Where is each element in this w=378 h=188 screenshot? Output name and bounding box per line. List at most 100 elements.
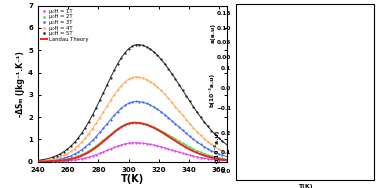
μ₀H = 2T xyxy=(216,157,221,159)
μ₀H = 1T xyxy=(180,152,185,154)
μ₀H = 1T xyxy=(155,145,160,147)
μ₀H = 5T xyxy=(202,121,206,123)
μ₀H = 4T xyxy=(116,89,120,91)
μ₀H = 3T xyxy=(90,139,95,141)
μ₀H = 5T xyxy=(116,63,120,65)
μ₀H = 3T xyxy=(148,104,152,106)
μ₀H = 2T xyxy=(69,157,73,159)
μ₀H = 1T xyxy=(101,151,105,153)
μ₀H = 1T xyxy=(202,157,206,159)
μ₀H = 5T xyxy=(180,89,185,91)
μ₀H = 4T xyxy=(87,132,91,135)
μ₀H = 5T xyxy=(198,116,203,118)
μ₀H = 3T xyxy=(105,123,109,125)
Landau Theory xyxy=(178,143,183,145)
μ₀H = 2T xyxy=(220,157,225,160)
μ₀H = 3T xyxy=(98,131,102,133)
μ₀H = 2T xyxy=(79,153,84,156)
μ₀H = 5T xyxy=(87,120,91,123)
μ₀H = 1T xyxy=(112,146,116,149)
μ₀H = 5T xyxy=(105,84,109,86)
μ₀H = 1T xyxy=(87,156,91,158)
μ₀H = 4T xyxy=(130,77,135,79)
μ₀H = 3T xyxy=(152,106,156,108)
μ₀H = 4T xyxy=(162,93,167,95)
μ₀H = 2T xyxy=(119,125,124,128)
μ₀H = 3T xyxy=(177,126,181,128)
μ₀H = 5T xyxy=(112,69,116,71)
μ₀H = 2T xyxy=(162,131,167,134)
Landau Theory xyxy=(121,125,125,127)
μ₀H = 3T xyxy=(116,110,120,113)
μ₀H = 4T xyxy=(177,110,181,112)
μ₀H = 5T xyxy=(133,44,138,46)
μ₀H = 1T xyxy=(187,154,192,156)
μ₀H = 5T xyxy=(123,52,127,54)
μ₀H = 4T xyxy=(220,150,225,152)
μ₀H = 2T xyxy=(72,156,77,158)
μ₀H = 2T xyxy=(152,126,156,128)
μ₀H = 1T xyxy=(76,158,81,161)
μ₀H = 5T xyxy=(69,145,73,147)
μ₀H = 5T xyxy=(72,141,77,143)
μ₀H = 1T xyxy=(58,160,62,162)
μ₀H = 1T xyxy=(108,148,113,150)
μ₀H = 5T xyxy=(191,106,196,108)
μ₀H = 4T xyxy=(90,127,95,130)
μ₀H = 4T xyxy=(180,114,185,117)
Y-axis label: -ΔSₘ (Jkg⁻¹.K⁻¹): -ΔSₘ (Jkg⁻¹.K⁻¹) xyxy=(16,51,25,117)
μ₀H = 2T xyxy=(198,151,203,153)
μ₀H = 2T xyxy=(58,159,62,161)
μ₀H = 1T xyxy=(141,142,145,144)
μ₀H = 4T xyxy=(62,154,66,156)
μ₀H = 4T xyxy=(202,137,206,140)
μ₀H = 3T xyxy=(170,120,174,122)
μ₀H = 1T xyxy=(220,159,225,161)
μ₀H = 2T xyxy=(213,156,217,158)
μ₀H = 4T xyxy=(144,78,149,81)
μ₀H = 5T xyxy=(83,127,88,129)
μ₀H = 5T xyxy=(62,151,66,153)
μ₀H = 2T xyxy=(123,124,127,126)
μ₀H = 5T xyxy=(220,140,225,142)
μ₀H = 1T xyxy=(98,152,102,155)
μ₀H = 1T xyxy=(83,157,88,159)
μ₀H = 4T xyxy=(79,141,84,143)
μ₀H = 1T xyxy=(137,142,142,144)
μ₀H = 3T xyxy=(166,116,170,119)
μ₀H = 3T xyxy=(108,118,113,121)
Y-axis label: a(a.u): a(a.u) xyxy=(211,23,215,43)
μ₀H = 5T xyxy=(108,76,113,79)
μ₀H = 1T xyxy=(79,158,84,160)
μ₀H = 3T xyxy=(51,159,55,161)
μ₀H = 1T xyxy=(184,153,189,155)
μ₀H = 3T xyxy=(144,102,149,105)
μ₀H = 2T xyxy=(105,136,109,138)
μ₀H = 2T xyxy=(202,152,206,155)
μ₀H = 4T xyxy=(51,158,55,160)
μ₀H = 5T xyxy=(94,107,98,109)
μ₀H = 4T xyxy=(216,148,221,150)
X-axis label: T(K): T(K) xyxy=(298,184,313,188)
μ₀H = 3T xyxy=(87,143,91,145)
μ₀H = 1T xyxy=(123,143,127,145)
Landau Theory xyxy=(36,161,40,163)
μ₀H = 4T xyxy=(133,76,138,78)
μ₀H = 2T xyxy=(155,128,160,130)
μ₀H = 3T xyxy=(195,141,199,143)
μ₀H = 3T xyxy=(213,151,217,154)
Line: μ₀H = 4T: μ₀H = 4T xyxy=(52,76,223,160)
μ₀H = 4T xyxy=(170,101,174,103)
Legend: μ₀H = 1T, μ₀H = 2T, μ₀H = 3T, μ₀H = 4T, μ₀H = 5T, Landau Theory: μ₀H = 1T, μ₀H = 2T, μ₀H = 3T, μ₀H = 4T, … xyxy=(40,8,89,42)
μ₀H = 4T xyxy=(98,117,102,119)
μ₀H = 1T xyxy=(51,160,55,163)
μ₀H = 3T xyxy=(83,146,88,148)
μ₀H = 4T xyxy=(213,146,217,148)
μ₀H = 2T xyxy=(65,158,70,160)
μ₀H = 4T xyxy=(58,156,62,158)
μ₀H = 5T xyxy=(76,137,81,139)
μ₀H = 2T xyxy=(116,128,120,130)
μ₀H = 1T xyxy=(119,144,124,146)
μ₀H = 3T xyxy=(126,102,131,105)
μ₀H = 5T xyxy=(159,58,163,60)
